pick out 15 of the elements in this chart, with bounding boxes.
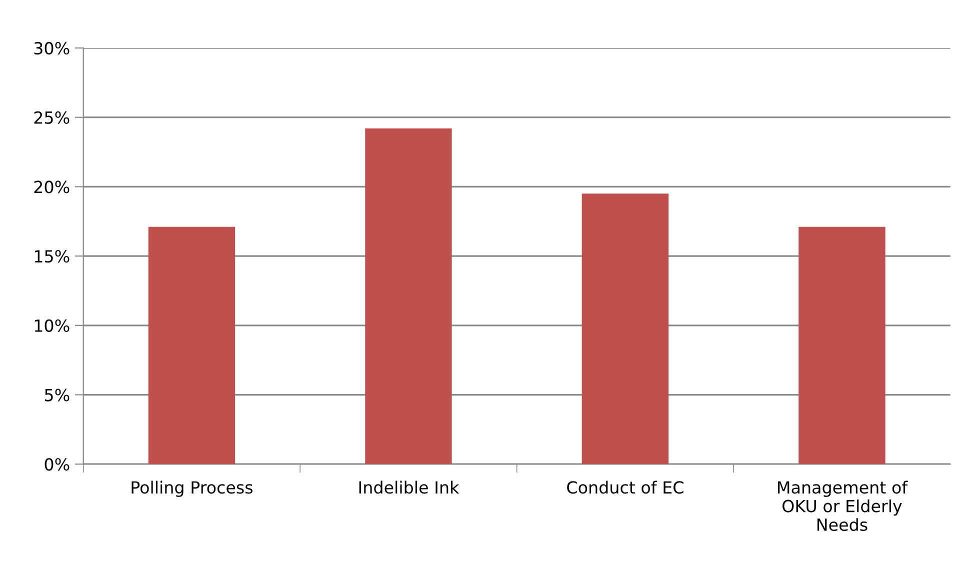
y-tick-label: 25%: [34, 111, 70, 124]
y-tick-label: 0%: [44, 458, 70, 471]
bar: [148, 226, 236, 464]
x-tick-label: Indelible Ink: [359, 480, 460, 494]
x-tick-label: Management of OKU or Elderly Needs: [778, 480, 908, 532]
y-tick-label: 30%: [34, 42, 70, 55]
y-tick-label: 20%: [34, 180, 70, 194]
bar: [365, 128, 452, 464]
bar: [582, 194, 669, 464]
y-tick-label: 10%: [34, 319, 70, 332]
x-tick-label: Conduct of EC: [567, 480, 684, 494]
y-tick-label: 5%: [45, 388, 70, 402]
x-tick-label: Polling Process: [132, 480, 253, 497]
y-tick-label: 15%: [34, 250, 70, 263]
bar: [798, 226, 886, 464]
